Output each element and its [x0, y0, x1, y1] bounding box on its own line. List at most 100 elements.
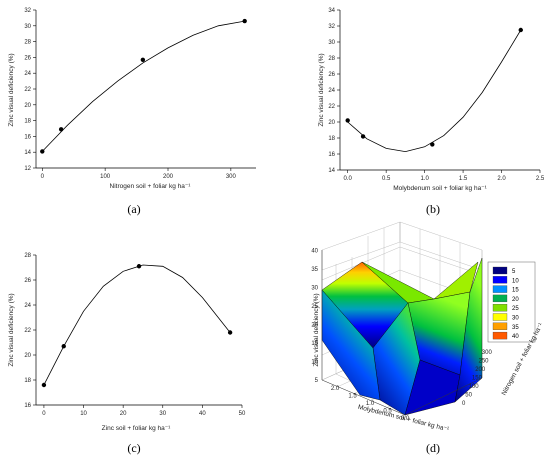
legend-label: 5 [512, 269, 516, 275]
x-tick-label: 300 [226, 174, 237, 180]
x-tick-label: 1.5 [459, 176, 468, 182]
y-tick-label: 24 [24, 71, 31, 77]
data-point [242, 18, 247, 24]
y-tick-label: 30 [328, 40, 335, 46]
surface-mesh [321, 257, 483, 416]
y-tick-label: 300 [482, 350, 493, 356]
x-tick-label: 0.0 [344, 176, 353, 182]
legend-label: 30 [512, 316, 519, 322]
y-tick-label: 20 [24, 353, 31, 359]
z-axis-label: Zinc visual deficiency (%) [313, 293, 320, 366]
legend-label: 35 [512, 325, 519, 331]
x-tick-label: 0.5 [383, 409, 392, 415]
x-tick-label: 1.5 [348, 394, 357, 400]
y-tick-label: 18 [24, 119, 31, 125]
panel-caption: (c) [127, 441, 140, 455]
legend-swatch [492, 313, 508, 321]
y-tick-label: 18 [328, 136, 335, 142]
legend-swatch [492, 331, 508, 340]
y-axis-label: Zinc visual deficiency (%) [318, 53, 325, 126]
x-tick-label: 0.0 [401, 416, 410, 422]
x-tick-label: 10 [80, 411, 87, 417]
y-tick-label: 32 [24, 8, 31, 14]
data-point [430, 142, 435, 147]
legend-swatch [492, 276, 508, 284]
y-axis-label: Zinc visual deficiency (%) [8, 293, 15, 366]
data-point [58, 127, 64, 132]
y-tick-label: 34 [328, 8, 335, 14]
legend-swatch [492, 266, 508, 275]
x-tick-label: 1.0 [420, 176, 429, 182]
z-tick-label: 40 [311, 249, 318, 255]
panel-caption: (d) [426, 441, 440, 455]
y-tick-label: 22 [24, 328, 31, 334]
y-tick-label: 18 [24, 378, 31, 384]
z-tick-label: 20 [311, 323, 318, 329]
y-tick-label: 16 [24, 403, 31, 409]
y-tick-label: 150 [472, 376, 483, 382]
x-tick-label: 200 [163, 174, 174, 180]
data-point [518, 27, 523, 33]
y-tick-label: 14 [328, 168, 335, 174]
z-tick-label: 10 [311, 360, 318, 366]
x-tick-label: 0 [42, 411, 46, 417]
data-point [40, 149, 45, 154]
fit-curve [347, 29, 522, 153]
legend-swatch [492, 322, 508, 330]
x-tick-label: 20 [120, 411, 127, 417]
x-tick-label: 100 [100, 174, 111, 180]
y-tick-label: 100 [469, 384, 480, 390]
chart-panel-b: 14 16 18 20 22 24 26 28 30 32 34 0.0 0.5 1.0 1.5 2.0 2.5… [318, 8, 545, 192]
legend-swatch [492, 285, 508, 293]
z-tick-label: 25 [311, 304, 318, 310]
y-tick-label: 0 [462, 401, 466, 407]
y-tick-label: 22 [328, 104, 335, 110]
data-point [140, 57, 146, 62]
data-point [61, 344, 66, 349]
y-tick-label: 26 [328, 72, 335, 78]
y-axis-label: Zinc visual deficiency (%) [8, 53, 15, 126]
data-point [136, 264, 142, 269]
fit-curve [43, 264, 231, 386]
chart-panel-a: 12 14 16 18 20 22 24 26 28 30 32 0 100 200 300 Nitrogen… [8, 8, 256, 190]
data-point [227, 330, 233, 335]
z-tick-label: 15 [311, 341, 318, 347]
data-point [41, 382, 47, 388]
legend-label: 15 [512, 288, 519, 294]
surface-axes [321, 250, 483, 416]
y-tick-label: 28 [24, 253, 31, 259]
x-tick-label: 50 [239, 411, 246, 417]
legend-label: 40 [512, 334, 519, 340]
z-tick-label: 30 [311, 286, 318, 292]
y-tick-label: 20 [24, 103, 31, 109]
chart-panel-c: 16 18 20 22 24 26 28 0 10 20 30 40 50 Zinc soil + fol… [8, 253, 246, 432]
x-tick-label: 2.5 [536, 176, 545, 182]
x-axis-label: Zinc soil + foliar kg ha⁻¹ [102, 425, 171, 432]
y-tick-label: 32 [328, 24, 335, 30]
x-tick-label: 30 [159, 411, 166, 417]
y-tick-label: 26 [24, 55, 31, 61]
y-tick-label: 28 [328, 56, 335, 62]
fit-curve [42, 20, 245, 152]
y-tick-label: 250 [479, 359, 490, 365]
y-tick-label: 200 [475, 367, 486, 373]
y-tick-label: 24 [328, 88, 335, 94]
data-point [360, 134, 366, 139]
y-tick-label: 24 [24, 303, 31, 309]
chart-panel-d: 5 10 15 20 25 30 35 40 5 10 15 20 25 30 35 40 2.0 1.5 1.0… [311, 221, 545, 433]
legend-label: 20 [512, 297, 519, 303]
legend-swatch [492, 304, 508, 312]
y-tick-label: 20 [328, 120, 335, 126]
x-tick-label: 2.0 [497, 176, 506, 182]
legend-swatch [492, 294, 508, 303]
legend: 5 10 15 20 25 30 35 40 [487, 261, 536, 343]
y-tick-label: 22 [24, 87, 31, 93]
legend-label: 10 [512, 278, 519, 284]
z-tick-label: 35 [311, 267, 318, 273]
y-tick-label: 16 [24, 134, 31, 140]
x-tick-label: 2.0 [331, 386, 340, 392]
panel-caption: (a) [127, 202, 140, 216]
y-tick-label: 26 [24, 278, 31, 284]
x-tick-label: 40 [199, 411, 206, 417]
